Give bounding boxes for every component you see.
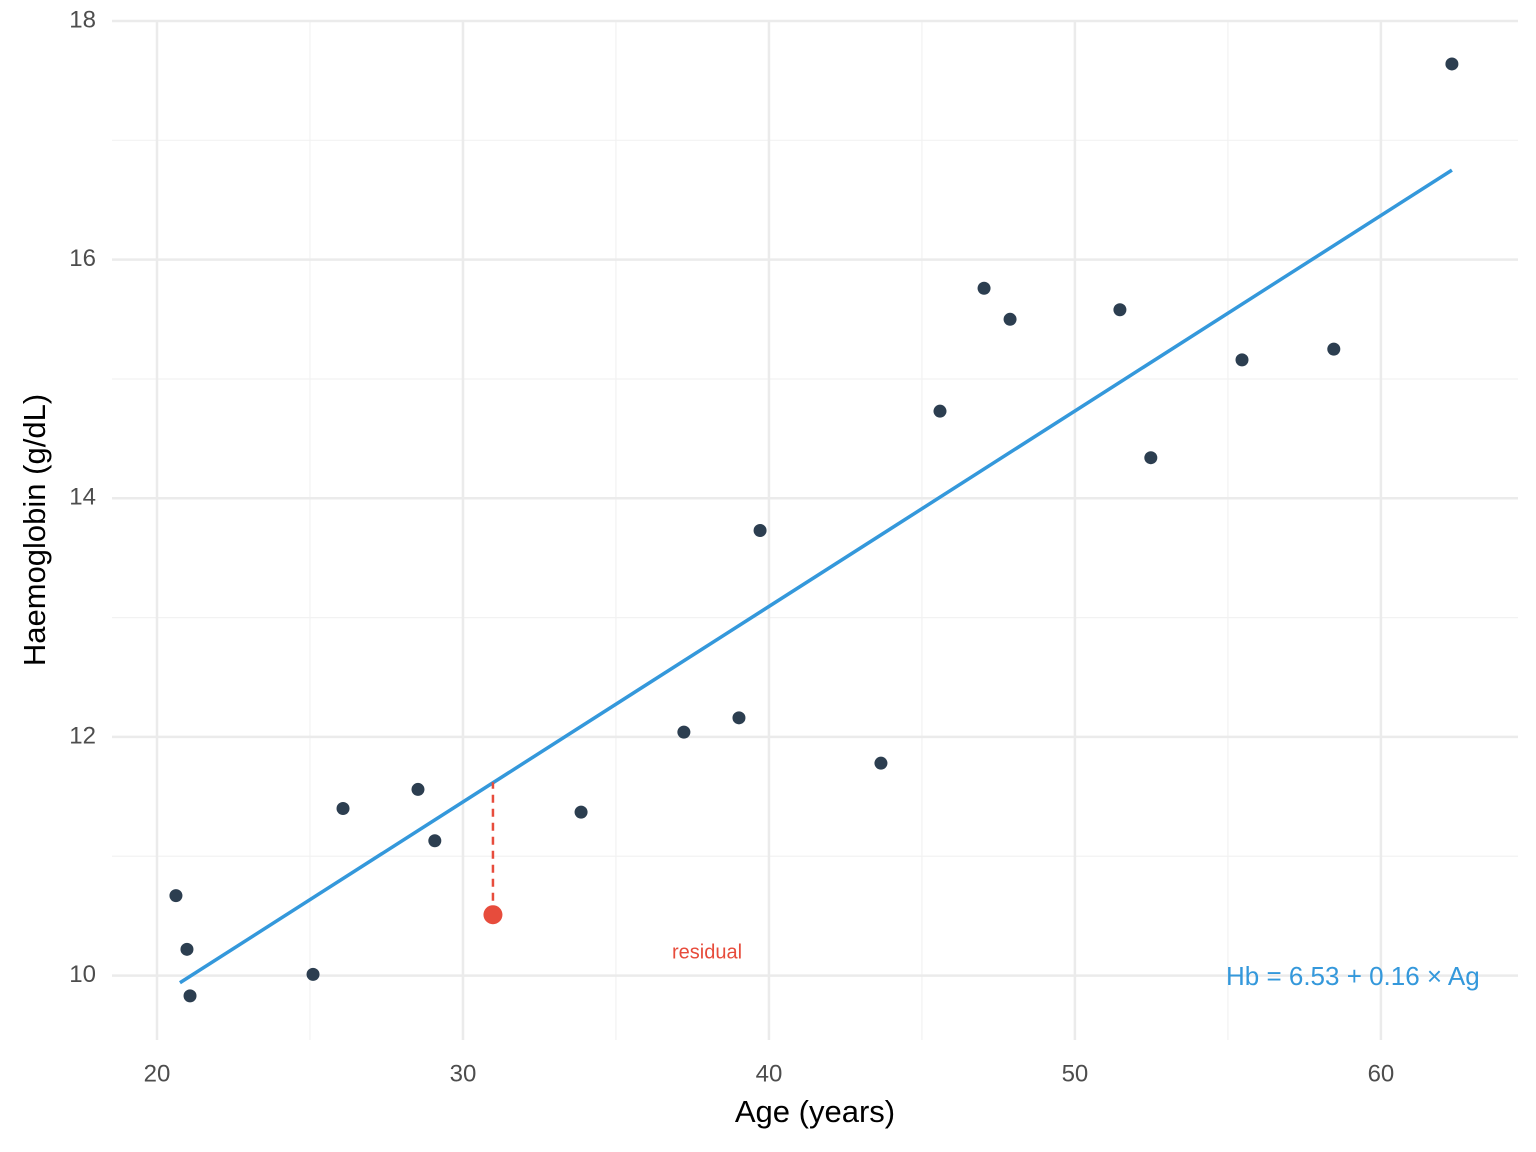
- point: [1445, 57, 1459, 71]
- point: [1113, 303, 1127, 317]
- point: [1327, 342, 1341, 356]
- point: [169, 889, 183, 903]
- point: [1144, 451, 1158, 465]
- y-tick-label: 14: [69, 484, 96, 511]
- y-tick-label: 16: [69, 245, 96, 272]
- point: [933, 404, 947, 418]
- point: [977, 281, 991, 295]
- highlight-point: [483, 905, 503, 925]
- point: [1235, 353, 1249, 367]
- x-axis-title: Age (years): [735, 1094, 895, 1129]
- y-tick-label: 10: [69, 961, 96, 988]
- y-tick-label: 18: [69, 6, 96, 33]
- regression-line: [178, 168, 1453, 985]
- point: [753, 524, 767, 537]
- point: [1003, 312, 1017, 326]
- point: [732, 711, 746, 725]
- annotation: residual: [672, 941, 742, 963]
- point: [183, 989, 197, 1003]
- annotation: Hb = 6.53 + 0.16 × Ag: [1226, 961, 1480, 991]
- point: [428, 834, 442, 848]
- point: [306, 967, 320, 981]
- y-tick-label: 12: [69, 722, 96, 749]
- point: [336, 802, 350, 816]
- point: [180, 942, 194, 956]
- x-tick-label: 50: [1062, 1060, 1089, 1087]
- x-tick-label: 40: [756, 1060, 783, 1087]
- point: [574, 805, 588, 819]
- x-tick-label: 20: [144, 1060, 171, 1087]
- x-tick-label: 30: [450, 1060, 477, 1087]
- x-tick-label: 60: [1368, 1060, 1395, 1087]
- point: [411, 782, 425, 796]
- y-axis-title: Haemoglobin (g/dL): [17, 394, 52, 666]
- point: [874, 756, 888, 770]
- point: [677, 725, 691, 739]
